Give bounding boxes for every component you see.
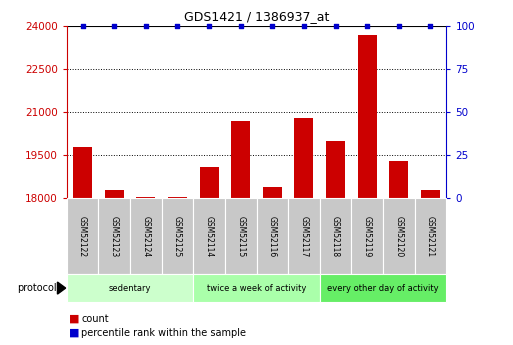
Text: GSM52122: GSM52122: [78, 216, 87, 257]
Point: [268, 23, 277, 29]
Point: [173, 23, 182, 29]
Text: GSM52121: GSM52121: [426, 216, 435, 257]
Point: [142, 23, 150, 29]
Point: [394, 23, 403, 29]
Text: GSM52117: GSM52117: [300, 216, 308, 257]
Text: GSM52116: GSM52116: [268, 216, 277, 257]
Text: GSM52125: GSM52125: [173, 216, 182, 257]
Bar: [136, 197, 155, 198]
Bar: [231, 121, 250, 198]
Text: GSM52114: GSM52114: [205, 216, 213, 257]
Bar: [389, 161, 408, 198]
Title: GDS1421 / 1386937_at: GDS1421 / 1386937_at: [184, 10, 329, 23]
Bar: [358, 34, 377, 198]
Bar: [263, 187, 282, 198]
Point: [78, 23, 87, 29]
Text: every other day of activity: every other day of activity: [327, 284, 439, 293]
Point: [300, 23, 308, 29]
Bar: [168, 197, 187, 198]
Point: [205, 23, 213, 29]
Text: GSM52124: GSM52124: [141, 216, 150, 257]
Bar: [421, 190, 440, 198]
Text: GSM52119: GSM52119: [363, 216, 372, 257]
Bar: [73, 147, 92, 198]
Text: twice a week of activity: twice a week of activity: [207, 284, 306, 293]
Text: GSM52120: GSM52120: [394, 216, 403, 257]
Point: [426, 23, 435, 29]
Polygon shape: [57, 282, 66, 294]
Text: GSM52123: GSM52123: [110, 216, 119, 257]
Point: [110, 23, 118, 29]
Text: percentile rank within the sample: percentile rank within the sample: [81, 328, 246, 338]
Text: GSM52115: GSM52115: [236, 216, 245, 257]
Bar: [294, 118, 313, 198]
Bar: [326, 141, 345, 198]
Point: [331, 23, 340, 29]
Text: count: count: [81, 314, 109, 324]
Text: sedentary: sedentary: [109, 284, 151, 293]
Point: [363, 23, 371, 29]
Point: [236, 23, 245, 29]
Text: ■: ■: [69, 328, 80, 338]
Bar: [200, 167, 219, 198]
Text: ■: ■: [69, 314, 80, 324]
Text: protocol: protocol: [17, 283, 56, 293]
Bar: [105, 190, 124, 198]
Text: GSM52118: GSM52118: [331, 216, 340, 257]
